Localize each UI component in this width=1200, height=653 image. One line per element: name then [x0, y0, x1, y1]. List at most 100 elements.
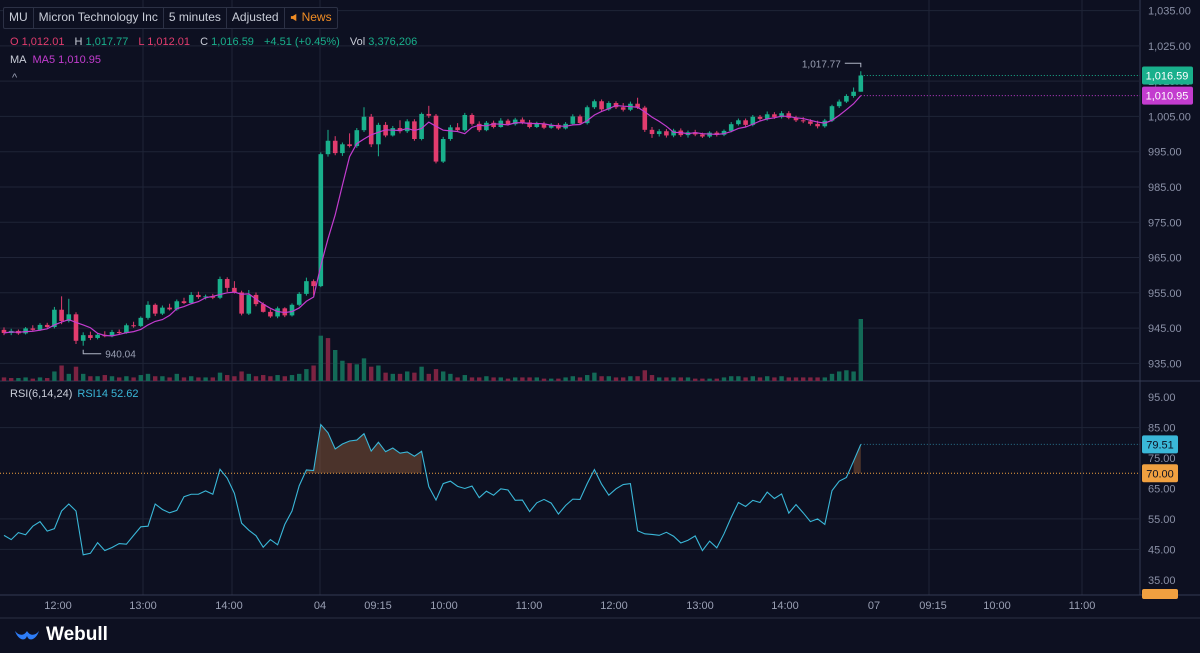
candle-body-63 [455, 127, 460, 131]
candle-body-42 [304, 281, 309, 294]
volume-bar-19 [138, 375, 143, 381]
volume-bar-2 [16, 378, 21, 381]
time-tick-label-7: 12:00 [600, 600, 628, 612]
candle-body-89 [642, 107, 648, 130]
volume-value: 3,376,206 [368, 36, 418, 48]
candle-body-29 [210, 296, 216, 298]
volume-bar-90 [649, 375, 655, 381]
volume-bar-14 [102, 375, 107, 381]
volume-bar-17 [124, 376, 129, 381]
volume-bar-35 [253, 376, 259, 381]
candle-body-72 [520, 119, 525, 123]
candle-body-31 [224, 279, 230, 288]
chart-header-bar: MU Micron Technology Inc 5 minutes Adjus… [3, 7, 338, 29]
volume-bar-55 [397, 373, 403, 381]
symbol-ticker[interactable]: MU [4, 8, 34, 28]
rsi-tick-label-1: 85.00 [1148, 423, 1176, 435]
candle-body-88 [635, 103, 640, 108]
volume-bar-53 [383, 372, 388, 381]
low-label: L [138, 36, 145, 48]
candle-body-101 [728, 124, 734, 131]
time-tick-label-5: 10:00 [430, 600, 458, 612]
volume-bar-31 [225, 375, 230, 381]
volume-bar-103 [743, 377, 748, 381]
volume-bar-39 [282, 376, 287, 381]
volume-bar-75 [541, 378, 547, 381]
volume-bar-117 [844, 370, 849, 381]
candle-body-50 [361, 116, 367, 131]
volume-bar-119 [858, 319, 863, 381]
webull-logo: Webull [14, 624, 108, 646]
candle-body-26 [188, 294, 194, 304]
candle-body-34 [246, 294, 252, 314]
low-price-label: 940.04 [105, 350, 136, 361]
candle-body-47 [340, 144, 345, 154]
volume-bar-74 [534, 377, 539, 381]
rsi-axis-bottom-tag [1142, 589, 1178, 599]
volume-bar-54 [390, 373, 395, 381]
last-price-tag-label: 1,016.59 [1146, 70, 1189, 82]
candle-body-10 [73, 314, 79, 341]
candle-body-74 [534, 123, 540, 127]
volume-bar-3 [23, 377, 28, 381]
volume-bar-89 [642, 370, 647, 381]
candle-body-100 [721, 130, 727, 135]
volume-label: Vol [349, 36, 366, 48]
volume-bar-6 [45, 378, 50, 381]
volume-bar-68 [491, 377, 496, 381]
volume-bar-34 [246, 373, 251, 381]
rsi-legend[interactable]: RSI(6,14,24) RSI14 52.62 [10, 388, 139, 400]
ma-price-tag [1142, 86, 1193, 105]
candle-body-106 [764, 114, 770, 119]
price-tick-label-4: 995.00 [1148, 147, 1182, 159]
interval-selector[interactable]: 5 minutes [164, 8, 227, 28]
candle-body-25 [181, 301, 187, 304]
volume-bar-86 [621, 377, 626, 381]
volume-bar-45 [325, 338, 331, 381]
collapse-indicator-button[interactable]: ^ [12, 72, 18, 84]
news-button[interactable]: News [285, 8, 337, 28]
candle-body-12 [88, 335, 93, 338]
candle-body-102 [736, 120, 741, 125]
candle-body-56 [404, 121, 410, 132]
low-value: 1,012.01 [147, 36, 191, 48]
brand-name: Webull [46, 624, 108, 645]
candle-body-113 [815, 123, 820, 127]
volume-bar-105 [757, 377, 763, 381]
price-tick-label-7: 965.00 [1148, 253, 1182, 265]
price-tick-label-6: 975.00 [1148, 217, 1182, 229]
time-tick-label-6: 11:00 [516, 600, 543, 612]
time-tick-label-4: 09:15 [364, 600, 392, 612]
candle-body-52 [376, 124, 381, 145]
adjustment-selector[interactable]: Adjusted [227, 8, 285, 28]
candle-body-115 [829, 106, 835, 121]
volume-bar-102 [736, 376, 741, 381]
volume-bar-113 [815, 377, 820, 381]
volume-bar-67 [484, 376, 489, 381]
time-tick-label-13: 11:00 [1069, 600, 1096, 612]
volume-bar-76 [549, 378, 554, 381]
volume-bar-99 [714, 378, 719, 381]
ma-legend[interactable]: MA MA5 1,010.95 [10, 54, 101, 66]
candle-body-19 [138, 317, 144, 326]
candle-body-8 [59, 309, 64, 322]
volume-bar-42 [304, 369, 309, 381]
volume-bar-60 [433, 369, 439, 381]
volume-bar-43 [311, 365, 316, 381]
volume-bar-83 [599, 376, 604, 381]
volume-bar-72 [520, 377, 525, 381]
candle-body-64 [462, 115, 468, 131]
rsi-current-tag-label: 79.51 [1146, 439, 1174, 451]
time-tick-label-9: 14:00 [771, 600, 799, 612]
candle-body-81 [584, 107, 590, 124]
high-value: 1,017.77 [85, 36, 129, 48]
volume-bar-66 [477, 377, 482, 381]
volume-bar-106 [765, 376, 770, 381]
candle-body-55 [397, 128, 403, 132]
volume-bar-91 [657, 377, 662, 381]
ma5-value: MA5 1,010.95 [32, 54, 102, 66]
candle-body-65 [469, 115, 475, 124]
rsi-overbought-fill [306, 424, 422, 474]
